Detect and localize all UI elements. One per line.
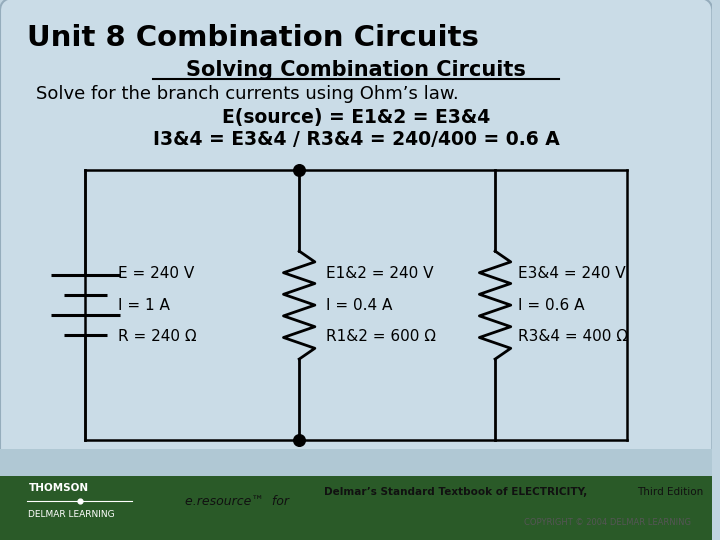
Text: e.resource™  for: e.resource™ for [185, 495, 289, 508]
Bar [0, 476, 712, 540]
Text: THOMSON: THOMSON [29, 483, 89, 493]
Point [294, 166, 305, 174]
Text: E(source) = E1&2 = E3&4: E(source) = E1&2 = E3&4 [222, 108, 490, 127]
Point [294, 436, 305, 444]
Text: Unit 8 Combination Circuits: Unit 8 Combination Circuits [27, 24, 479, 52]
FancyBboxPatch shape [0, 0, 712, 502]
Text: E = 240 V: E = 240 V [117, 266, 194, 281]
Text: E1&2 = 240 V: E1&2 = 240 V [326, 266, 433, 281]
Text: R3&4 = 400 Ω: R3&4 = 400 Ω [518, 329, 628, 344]
Text: Solve for the branch currents using Ohm’s law.: Solve for the branch currents using Ohm’… [35, 85, 459, 103]
Text: Solving Combination Circuits: Solving Combination Circuits [186, 60, 526, 80]
Text: COPYRIGHT © 2004 DELMAR LEARNING: COPYRIGHT © 2004 DELMAR LEARNING [524, 518, 691, 526]
Text: I3&4 = E3&4 / R3&4 = 240/400 = 0.6 A: I3&4 = E3&4 / R3&4 = 240/400 = 0.6 A [153, 130, 559, 148]
Text: Delmar’s Standard Textbook of ELECTRICITY,: Delmar’s Standard Textbook of ELECTRICIT… [324, 488, 588, 497]
Text: DELMAR LEARNING: DELMAR LEARNING [29, 510, 115, 518]
Text: Third Edition: Third Edition [637, 488, 703, 497]
Text: R = 240 Ω: R = 240 Ω [117, 329, 196, 344]
Text: E3&4 = 240 V: E3&4 = 240 V [518, 266, 626, 281]
Bar [0, 449, 712, 476]
Text: I = 0.4 A: I = 0.4 A [326, 298, 392, 313]
Text: R1&2 = 600 Ω: R1&2 = 600 Ω [326, 329, 436, 344]
Point [75, 497, 86, 505]
Text: I = 0.6 A: I = 0.6 A [518, 298, 585, 313]
Text: I = 1 A: I = 1 A [117, 298, 169, 313]
